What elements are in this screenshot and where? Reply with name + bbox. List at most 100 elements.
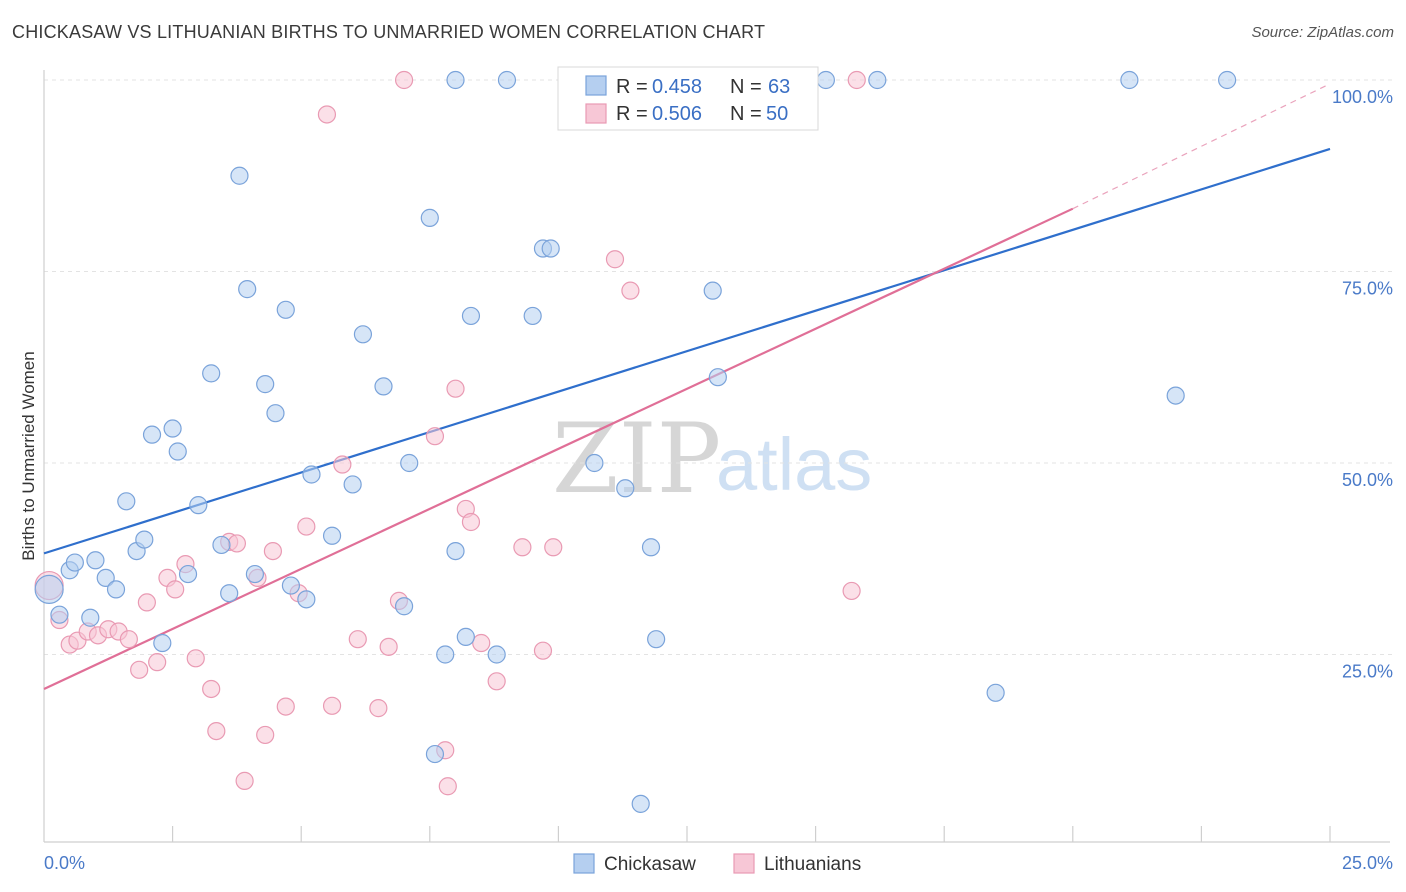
lithuanians-point xyxy=(842,581,861,601)
chickasaw-point xyxy=(487,645,506,664)
lithuanians-point xyxy=(533,641,553,660)
legend-n-label-2: N = xyxy=(730,103,762,125)
lithuanians-point xyxy=(394,70,414,90)
chickasaw-point xyxy=(986,683,1005,702)
x-tick-label: 25.0% xyxy=(1342,853,1393,873)
lithuanians-point xyxy=(847,70,866,90)
lithuanians-point xyxy=(130,660,149,679)
legend-r-value-1: 0.458 xyxy=(652,76,702,98)
x-tick-labels: 0.0% 25.0% xyxy=(44,853,1393,873)
chickasaw-point xyxy=(163,419,182,438)
lithuanians-point xyxy=(621,281,640,300)
chickasaw-point xyxy=(631,794,650,813)
chickasaw-point xyxy=(343,475,362,494)
bottom-legend-chickasaw: Chickasaw xyxy=(604,854,696,875)
y-tick-label: 100.0% xyxy=(1332,87,1393,107)
chickasaw-point xyxy=(245,564,265,584)
lithuanians-point xyxy=(148,653,167,672)
chickasaw-point xyxy=(616,479,635,498)
chickasaw-point xyxy=(220,584,239,603)
legend-r-label-1: R = xyxy=(616,76,648,98)
chickasaw-point xyxy=(394,597,414,616)
lithuanians-point xyxy=(297,517,316,536)
chickasaw-point xyxy=(281,576,301,595)
chickasaw-point xyxy=(708,368,727,387)
chickasaw-point xyxy=(523,306,542,326)
lithuanians-point xyxy=(202,679,221,699)
chart-title: CHICKASAW VS LITHUANIAN BIRTHS TO UNMARR… xyxy=(12,22,766,42)
lithuanians-point xyxy=(605,250,625,269)
chickasaw-point xyxy=(1120,70,1139,90)
chickasaw-point xyxy=(585,453,604,473)
chickasaw-point xyxy=(106,580,126,599)
lithuanians-point xyxy=(137,593,156,612)
chickasaw-point xyxy=(541,239,560,258)
bottom-legend-lithuanians: Lithuanians xyxy=(764,854,861,875)
lithuanians-point xyxy=(333,455,352,474)
chickasaw-point xyxy=(436,645,455,664)
data-points xyxy=(34,70,1237,813)
chickasaw-point xyxy=(400,453,419,473)
lithuanians-point xyxy=(256,725,275,745)
lithuanians-point xyxy=(425,427,445,446)
legend-n-value-2: 50 xyxy=(766,103,788,125)
lithuanians-point xyxy=(513,538,532,557)
bottom-legend-swatch-chickasaw xyxy=(573,853,595,874)
x-tick-label: 0.0% xyxy=(44,853,85,873)
legend-r-label-2: R = xyxy=(616,103,648,125)
lithuanians-point xyxy=(446,379,465,398)
chickasaw-point xyxy=(238,280,257,299)
chickasaw-point xyxy=(266,404,285,423)
chickasaw-point xyxy=(420,208,439,227)
chickasaw-point xyxy=(497,70,517,90)
y-axis-title: Births to Unmarried Women xyxy=(19,351,38,560)
y-tick-label: 50.0% xyxy=(1342,470,1393,490)
trend-lines xyxy=(43,83,1331,690)
chickasaw-point xyxy=(374,377,393,396)
legend-r-value-2: 0.506 xyxy=(652,103,702,125)
chickasaw-point xyxy=(168,442,187,461)
lithuanians-trend-extension xyxy=(1072,83,1331,210)
chickasaw-point xyxy=(446,70,465,90)
lithuanians-point xyxy=(544,538,563,557)
chickasaw-point xyxy=(1166,386,1185,405)
chickasaw-point xyxy=(297,590,316,609)
lithuanians-point xyxy=(438,777,457,796)
chickasaw-trend-line xyxy=(43,147,1331,555)
chickasaw-point xyxy=(65,553,84,572)
chickasaw-point xyxy=(302,465,321,484)
chickasaw-point xyxy=(178,564,198,584)
chickasaw-point xyxy=(189,496,208,515)
watermark-atlas: atlas xyxy=(716,423,872,506)
lithuanians-point xyxy=(166,580,185,599)
chickasaw-point xyxy=(50,605,69,624)
chickasaw-point xyxy=(446,541,465,561)
lithuanians-point xyxy=(263,541,283,561)
watermark-zip: ZIP xyxy=(552,403,721,515)
chickasaw-point xyxy=(34,574,64,604)
legend-swatch-chickasaw xyxy=(585,75,607,96)
chickasaw-point xyxy=(456,627,475,646)
chickasaw-point xyxy=(153,633,172,653)
y-tick-label: 75.0% xyxy=(1342,279,1393,299)
chickasaw-point xyxy=(212,535,231,555)
gridlines xyxy=(44,79,1394,655)
lithuanians-point xyxy=(227,534,246,553)
bottom-legend: Chickasaw Lithuanians xyxy=(573,853,861,875)
chickasaw-point xyxy=(202,364,221,383)
chickasaw-point xyxy=(703,281,722,300)
source-label: Source: ZipAtlas.com xyxy=(1251,24,1394,41)
chickasaw-point xyxy=(322,526,342,545)
lithuanians-point xyxy=(119,630,138,649)
lithuanians-point xyxy=(207,721,226,741)
chickasaw-point xyxy=(86,551,105,570)
y-tick-label: 25.0% xyxy=(1342,662,1393,682)
chickasaw-point xyxy=(256,375,275,394)
legend-n-value-1: 63 xyxy=(768,76,790,98)
lithuanians-point xyxy=(461,512,481,532)
chickasaw-point xyxy=(647,630,666,649)
chickasaw-point xyxy=(461,306,481,326)
lithuanians-point xyxy=(317,105,337,124)
lithuanians-point xyxy=(186,649,205,668)
